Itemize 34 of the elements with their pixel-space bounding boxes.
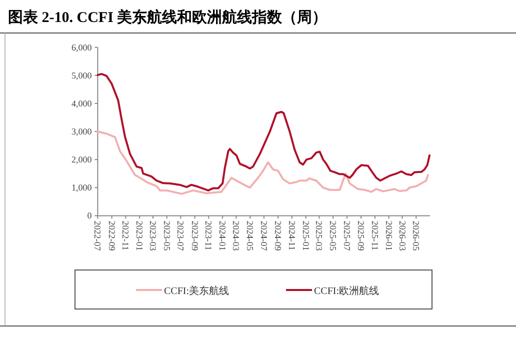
- y-tick-label: 2,000: [71, 154, 92, 165]
- x-tick-label: 2023-01: [134, 220, 145, 251]
- y-tick-label: 0: [87, 210, 92, 221]
- x-tick-label: 2025-11: [370, 220, 380, 250]
- x-tick-label: 2023-07: [176, 220, 186, 252]
- x-tick-label: 2025-09: [356, 220, 366, 252]
- y-tick-label: 6,000: [71, 42, 92, 52]
- x-tick-label: 2026-01: [384, 220, 394, 251]
- x-tick-label: 2025-07: [342, 220, 352, 252]
- x-tick-label: 2026-03: [397, 220, 408, 252]
- x-tick-label: 2023-03: [148, 220, 158, 252]
- x-tick-label: 2022-09: [106, 220, 117, 252]
- y-tick-label: 3,000: [71, 126, 92, 136]
- x-tick-label: 2024-11: [286, 220, 297, 250]
- x-tick-label: 2024-01: [218, 220, 228, 251]
- x-tick-label: 2025-05: [328, 220, 338, 252]
- x-tick-label: 2024-03: [231, 220, 242, 252]
- legend-label: CCFI:美东航线: [164, 285, 230, 297]
- chart-title: 图表 2-10. CCFI 美东航线和欧洲航线指数（周）: [8, 8, 328, 26]
- x-tick-label: 2023-05: [162, 220, 172, 252]
- x-tick-label: 2024-05: [245, 220, 256, 252]
- x-tick-label: 2025-03: [314, 220, 324, 252]
- x-tick-label: 2023-11: [204, 220, 214, 250]
- x-tick-label: 2022-07: [92, 220, 103, 252]
- x-tick-label: 2024-09: [273, 220, 284, 252]
- x-tick-label: 2026-05: [411, 220, 422, 252]
- x-tick-label: 2023-09: [190, 220, 200, 252]
- x-tick-label: 2022-11: [120, 220, 131, 250]
- legend-label: CCFI:欧洲航线: [314, 285, 380, 297]
- x-tick-label: 2025-01: [300, 220, 311, 251]
- y-tick-label: 4,000: [71, 98, 92, 108]
- y-tick-label: 1,000: [71, 182, 92, 193]
- y-tick-label: 5,000: [71, 70, 92, 80]
- x-tick-label: 2024-07: [258, 220, 269, 252]
